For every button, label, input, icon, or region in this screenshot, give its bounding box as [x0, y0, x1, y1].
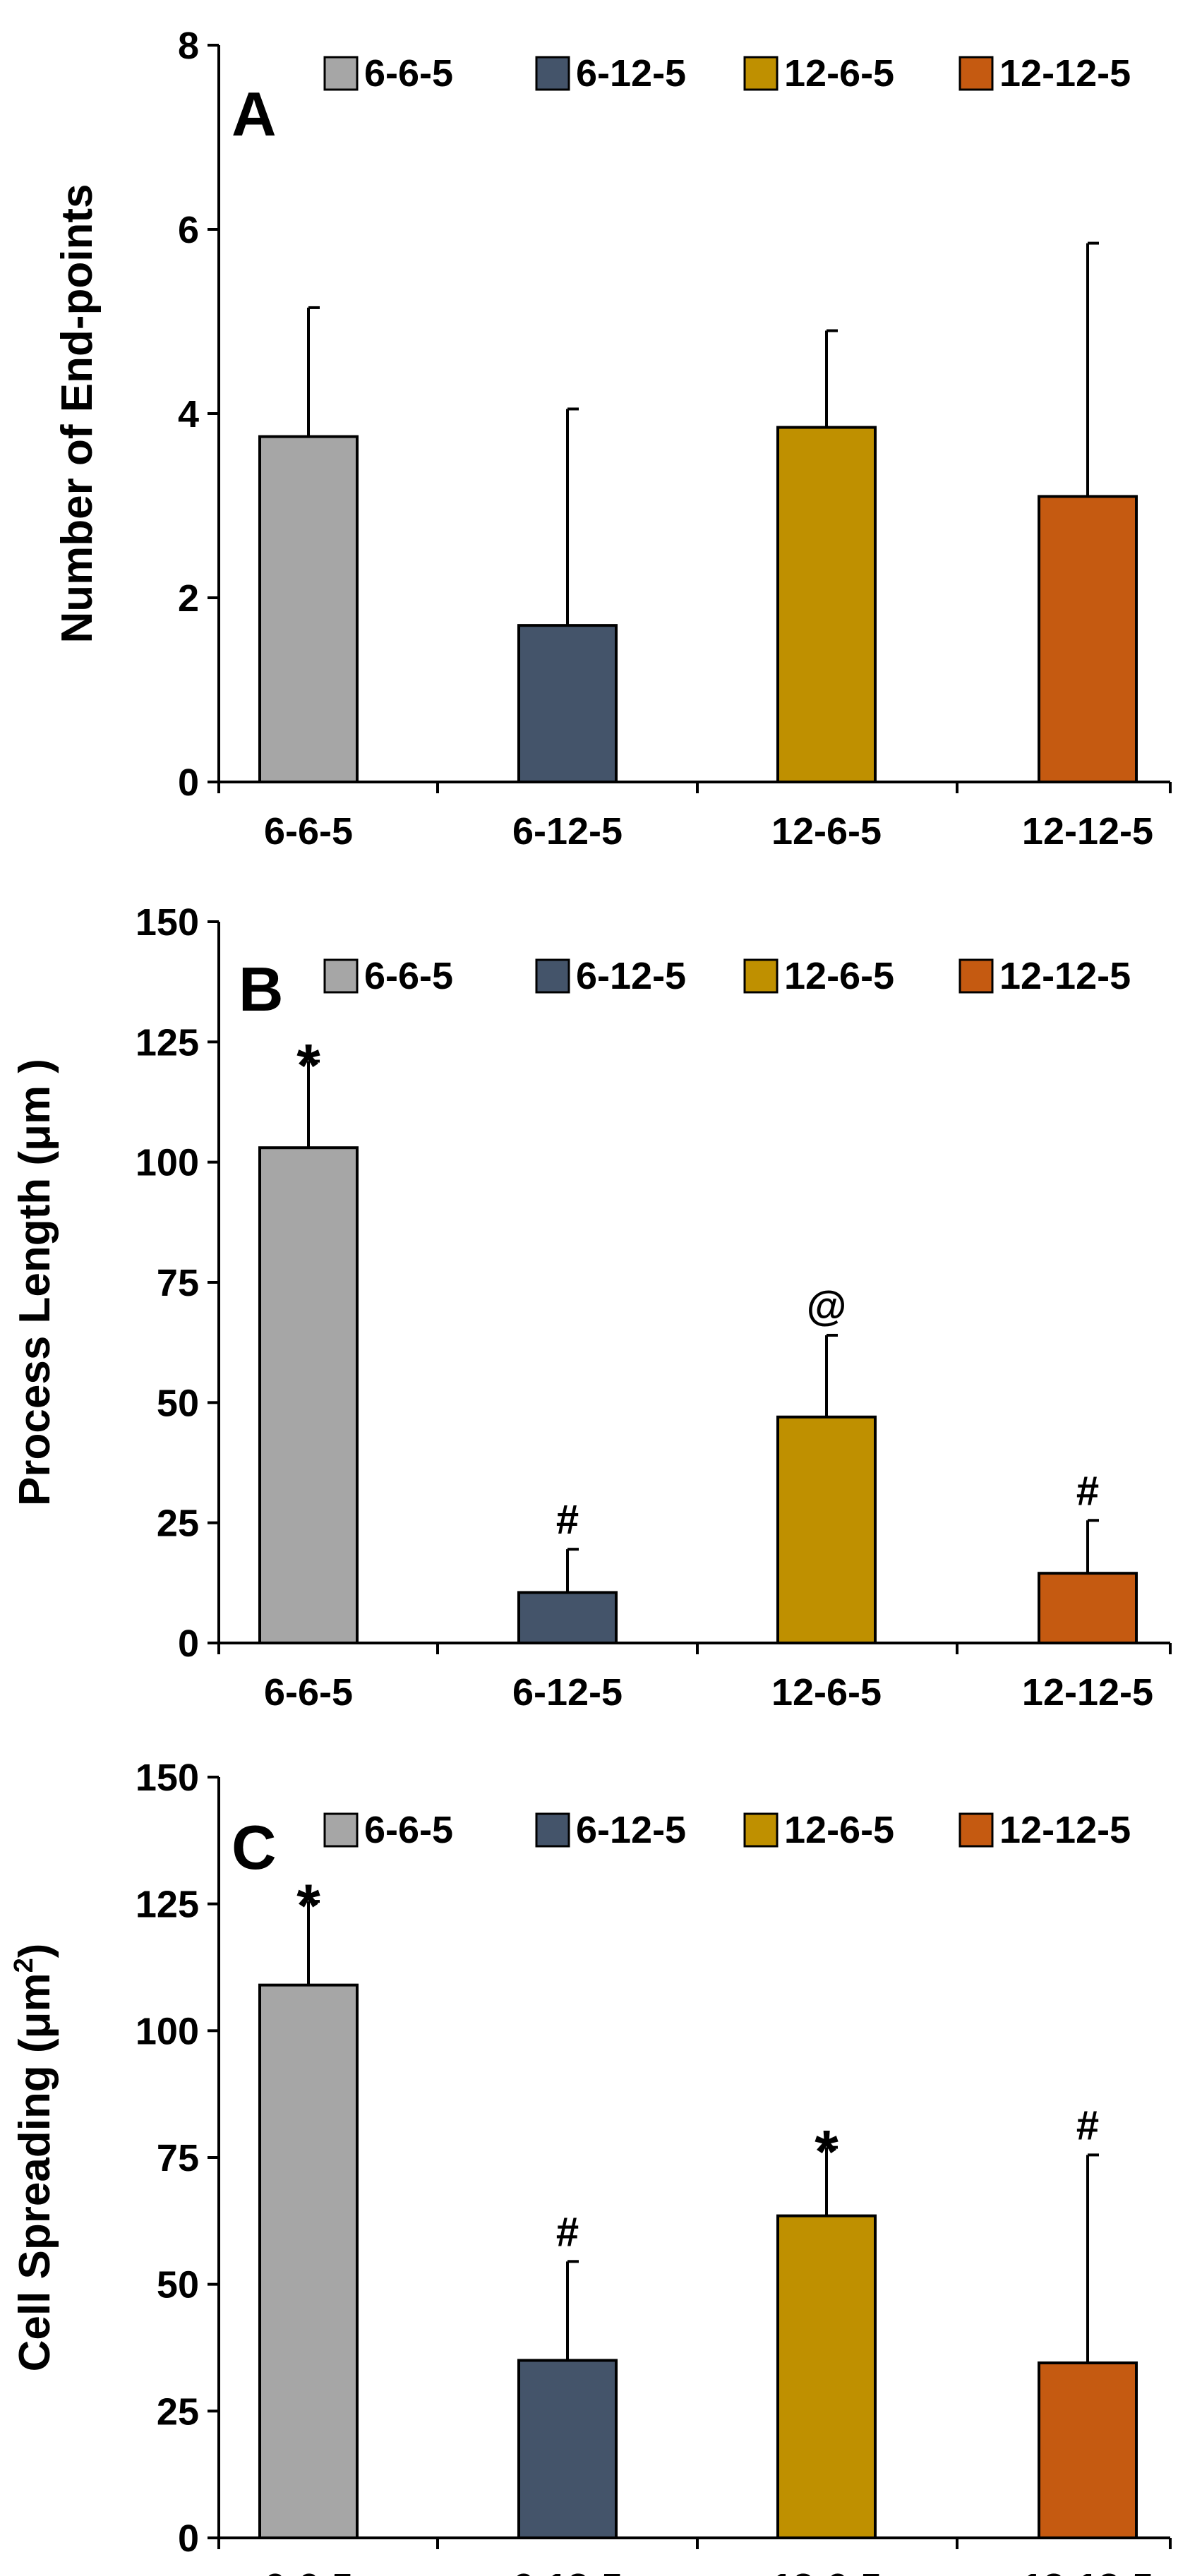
panel-c-legend-swatch — [958, 1812, 994, 1848]
panel-b-y-tick-label: 100 — [136, 1142, 199, 1184]
panel-c-y-tick-label: 50 — [157, 2264, 199, 2306]
panel-b-category-label: 6-12-5 — [512, 1671, 623, 1714]
panel-b-process-length-chart: 0 25 50 75 100 125 150 6-6-5 6-12-5 12-6-5 12-12-5… — [11, 901, 1172, 1714]
panel-c-cell-spreading-chart: 0 25 50 75 100 125 150 6-6-5 6-12-5 12-6-5 12-12-5… — [9, 1757, 1172, 2576]
panel-a-y-tick-label: 2 — [178, 577, 199, 620]
panel-c-significance-label: * — [296, 1872, 320, 1940]
panel-a-category-label: 6-6-5 — [264, 810, 353, 853]
panel-c-legend-label: 6-12-5 — [576, 1809, 686, 1851]
panel-c-legend-swatch — [743, 1812, 779, 1848]
panel-a-letter: A — [232, 79, 277, 149]
panel-b-bar-12-12-5 — [1038, 1572, 1138, 1645]
panel-b-y-tick-label: 125 — [136, 1021, 199, 1064]
panel-a-legend-label: 6-6-5 — [364, 52, 453, 95]
panel-b-y-axis-title: Process Length (μm ) — [11, 1059, 59, 1506]
panel-c-y-tick-label: 150 — [136, 1757, 199, 1799]
panel-b-legend-label: 6-12-5 — [576, 955, 686, 997]
panel-b-category-label: 6-6-5 — [264, 1671, 353, 1714]
panel-b-legend-swatch — [535, 958, 570, 994]
panel-b-legend-swatch — [958, 958, 994, 994]
panel-c-category-label: 12-6-5 — [771, 2566, 882, 2576]
panel-c-legend-label: 6-6-5 — [364, 1809, 453, 1851]
panel-b-y-tick-label: 50 — [157, 1382, 199, 1424]
panel-c-y-tick-label: 100 — [136, 2010, 199, 2052]
panel-b-significance-label: # — [556, 1497, 579, 1543]
panel-c-significance-label: * — [815, 2119, 839, 2186]
panel-c-legend-label: 12-6-5 — [784, 1809, 894, 1851]
panel-c-bar-12-12-5 — [1038, 2361, 1138, 2540]
panel-c-y-tick-label: 0 — [178, 2517, 199, 2560]
panel-a-y-tick-label: 8 — [178, 25, 199, 67]
panel-c-legend-label: 12-12-5 — [999, 1809, 1131, 1851]
panel-a-category-label: 6-12-5 — [512, 810, 623, 853]
panel-c-legend-swatch — [323, 1812, 359, 1848]
panel-b-y-tick-label: 25 — [157, 1503, 199, 1545]
panel-c-significance-label: # — [556, 2209, 579, 2255]
panel-c-category-label: 6-6-5 — [264, 2566, 353, 2576]
panel-a-bar-6-6-5 — [258, 435, 359, 783]
panel-b-legend-label: 12-12-5 — [999, 955, 1131, 997]
panel-a-bar-12-6-5 — [776, 426, 877, 783]
panel-b-bar-12-6-5 — [776, 1415, 877, 1644]
panel-c-letter: C — [232, 1812, 277, 1882]
panel-b-y-tick-label: 75 — [157, 1262, 199, 1304]
panel-b-letter: B — [239, 954, 284, 1024]
panel-a-legend-label: 12-6-5 — [784, 52, 894, 95]
panel-b-category-label: 12-12-5 — [1022, 1671, 1153, 1714]
panel-b-significance-label: @ — [807, 1283, 847, 1329]
panel-c-legend-swatch — [535, 1812, 570, 1848]
panel-a-legend-swatch — [323, 56, 359, 91]
panel-b-y-tick-label: 0 — [178, 1623, 199, 1665]
panel-a-y-tick-label: 6 — [178, 209, 199, 251]
panel-b-bar-6-12-5 — [517, 1591, 618, 1644]
panel-a-legend-swatch — [535, 56, 570, 91]
panel-b-bar-6-6-5 — [258, 1146, 359, 1644]
panel-b-significance-label: * — [296, 1033, 320, 1100]
panel-c-significance-label: # — [1076, 2102, 1099, 2148]
panel-c-y-tick-label: 125 — [136, 1884, 199, 1926]
panel-c-y-tick-label: 25 — [157, 2390, 199, 2433]
panel-b-legend-swatch — [743, 958, 779, 994]
panel-b-legend-label: 6-6-5 — [364, 955, 453, 997]
panel-a-y-tick-label: 0 — [178, 762, 199, 804]
panel-a-bar-6-12-5 — [517, 624, 618, 784]
panel-c-y-tick-label: 75 — [157, 2137, 199, 2179]
panel-b-legend-swatch — [323, 958, 359, 994]
panel-c-y-axis-title: Cell Spreading (μm2) — [9, 1944, 59, 2372]
panel-b-significance-label: # — [1076, 1468, 1099, 1514]
panel-a-legend-label: 12-12-5 — [999, 52, 1131, 95]
panel-c-bar-12-6-5 — [776, 2214, 877, 2540]
panel-b-y-tick-label: 150 — [136, 901, 199, 944]
panel-c-category-label: 12-12-5 — [1022, 2566, 1153, 2576]
panel-a-category-label: 12-6-5 — [771, 810, 882, 853]
panel-a-legend-swatch — [958, 56, 994, 91]
panel-c-category-label: 6-12-5 — [512, 2566, 623, 2576]
panel-a-y-axis-title: Number of End-points — [53, 184, 102, 644]
panel-c-bar-6-12-5 — [517, 2359, 618, 2539]
panel-a-y-tick-label: 4 — [178, 393, 199, 435]
panel-b-legend-label: 12-6-5 — [784, 955, 894, 997]
panel-a-legend-swatch — [743, 56, 779, 91]
panel-b-category-label: 12-6-5 — [771, 1671, 882, 1714]
panel-a-bar-12-12-5 — [1038, 495, 1138, 783]
panel-a-category-label: 12-12-5 — [1022, 810, 1153, 853]
panel-a-legend-label: 6-12-5 — [576, 52, 686, 95]
panel-c-bar-6-6-5 — [258, 1983, 359, 2539]
panel-a-end-points-chart: 0 2 4 6 8 6-6-5 6-12-5 12-6-5 12-12-5 6-6-5 6-12-5… — [53, 25, 1172, 853]
